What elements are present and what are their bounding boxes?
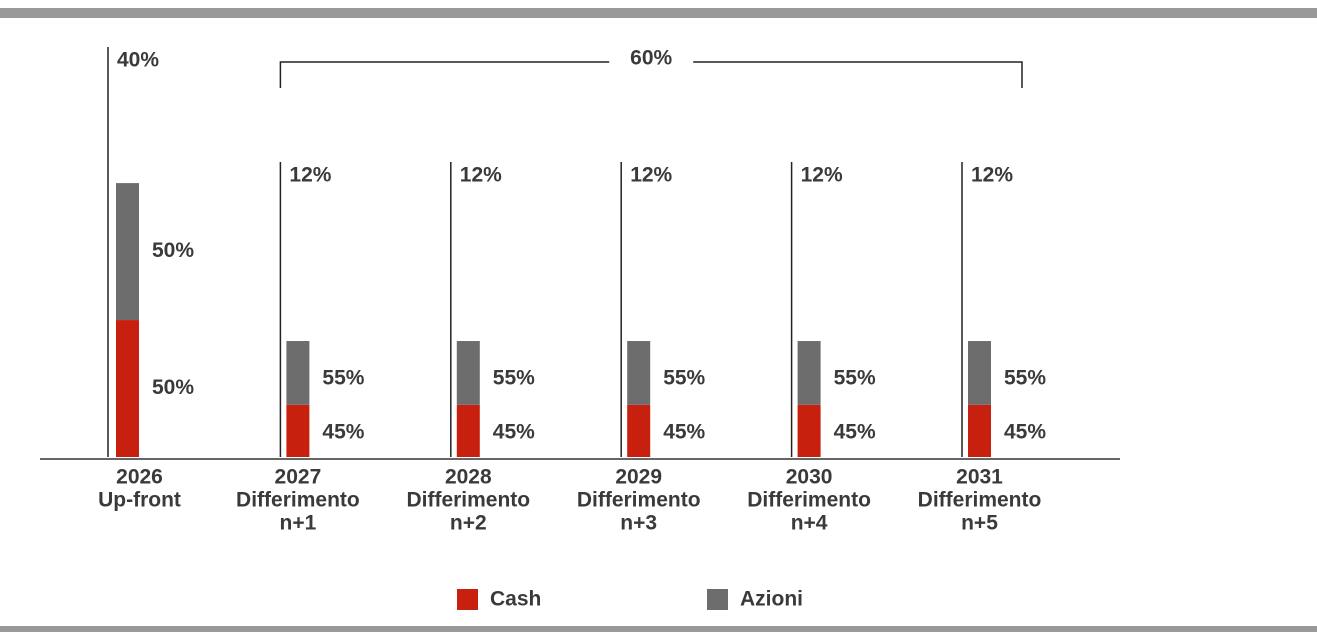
value-label: 55% bbox=[322, 367, 364, 390]
category-label: Differimento bbox=[577, 489, 701, 512]
legend-swatch bbox=[457, 589, 478, 610]
value-label: 45% bbox=[322, 421, 364, 444]
legend-label: Cash bbox=[490, 588, 541, 611]
bar-segment bbox=[116, 183, 139, 321]
category-label: 2031 bbox=[956, 466, 1003, 489]
bar-segment bbox=[968, 341, 991, 405]
category-label: n+4 bbox=[791, 512, 828, 535]
top-rule bbox=[0, 8, 1317, 18]
total-label: 12% bbox=[801, 164, 843, 187]
category-label: Differimento bbox=[236, 489, 360, 512]
bar-segment bbox=[456, 404, 480, 457]
value-label: 55% bbox=[493, 367, 535, 390]
value-label: 45% bbox=[1004, 421, 1046, 444]
bar-segment bbox=[627, 341, 651, 405]
bar-segment bbox=[797, 341, 821, 405]
category-label: n+1 bbox=[280, 512, 317, 535]
category-label: 2027 bbox=[275, 466, 322, 489]
legend-label: Azioni bbox=[740, 588, 803, 611]
value-label: 55% bbox=[1004, 367, 1046, 390]
bar-segment bbox=[286, 341, 310, 405]
value-label: 50% bbox=[152, 239, 194, 262]
bar-segment bbox=[627, 404, 651, 457]
value-label: 45% bbox=[493, 421, 535, 444]
category-label: 2030 bbox=[786, 466, 833, 489]
total-label: 12% bbox=[289, 164, 331, 187]
bar-segment bbox=[968, 404, 991, 457]
category-label: Differimento bbox=[747, 489, 871, 512]
category-label: 2026 bbox=[116, 466, 163, 489]
category-label: n+2 bbox=[450, 512, 487, 535]
bracket bbox=[279, 61, 1023, 88]
bar-segment bbox=[456, 341, 480, 405]
category-label: Up-front bbox=[98, 489, 181, 512]
total-label: 12% bbox=[971, 164, 1013, 187]
category-label: n+5 bbox=[961, 512, 998, 535]
total-label: 12% bbox=[630, 164, 672, 187]
total-label: 12% bbox=[460, 164, 502, 187]
bar-segment bbox=[116, 320, 139, 457]
bar-segment bbox=[286, 404, 310, 457]
category-label: 2029 bbox=[615, 466, 662, 489]
value-label: 45% bbox=[663, 421, 705, 444]
bar-segment bbox=[797, 404, 821, 457]
value-label: 55% bbox=[663, 367, 705, 390]
value-label: 45% bbox=[834, 421, 876, 444]
value-label: 50% bbox=[152, 376, 194, 399]
value-label: 55% bbox=[834, 367, 876, 390]
category-label: Differimento bbox=[918, 489, 1042, 512]
category-label: Differimento bbox=[406, 489, 530, 512]
category-label: 2028 bbox=[445, 466, 492, 489]
legend-swatch bbox=[707, 589, 728, 610]
total-label: 40% bbox=[117, 49, 159, 72]
category-label: n+3 bbox=[620, 512, 657, 535]
bottom-rule bbox=[0, 626, 1317, 632]
bracket-label: 60% bbox=[630, 47, 672, 70]
